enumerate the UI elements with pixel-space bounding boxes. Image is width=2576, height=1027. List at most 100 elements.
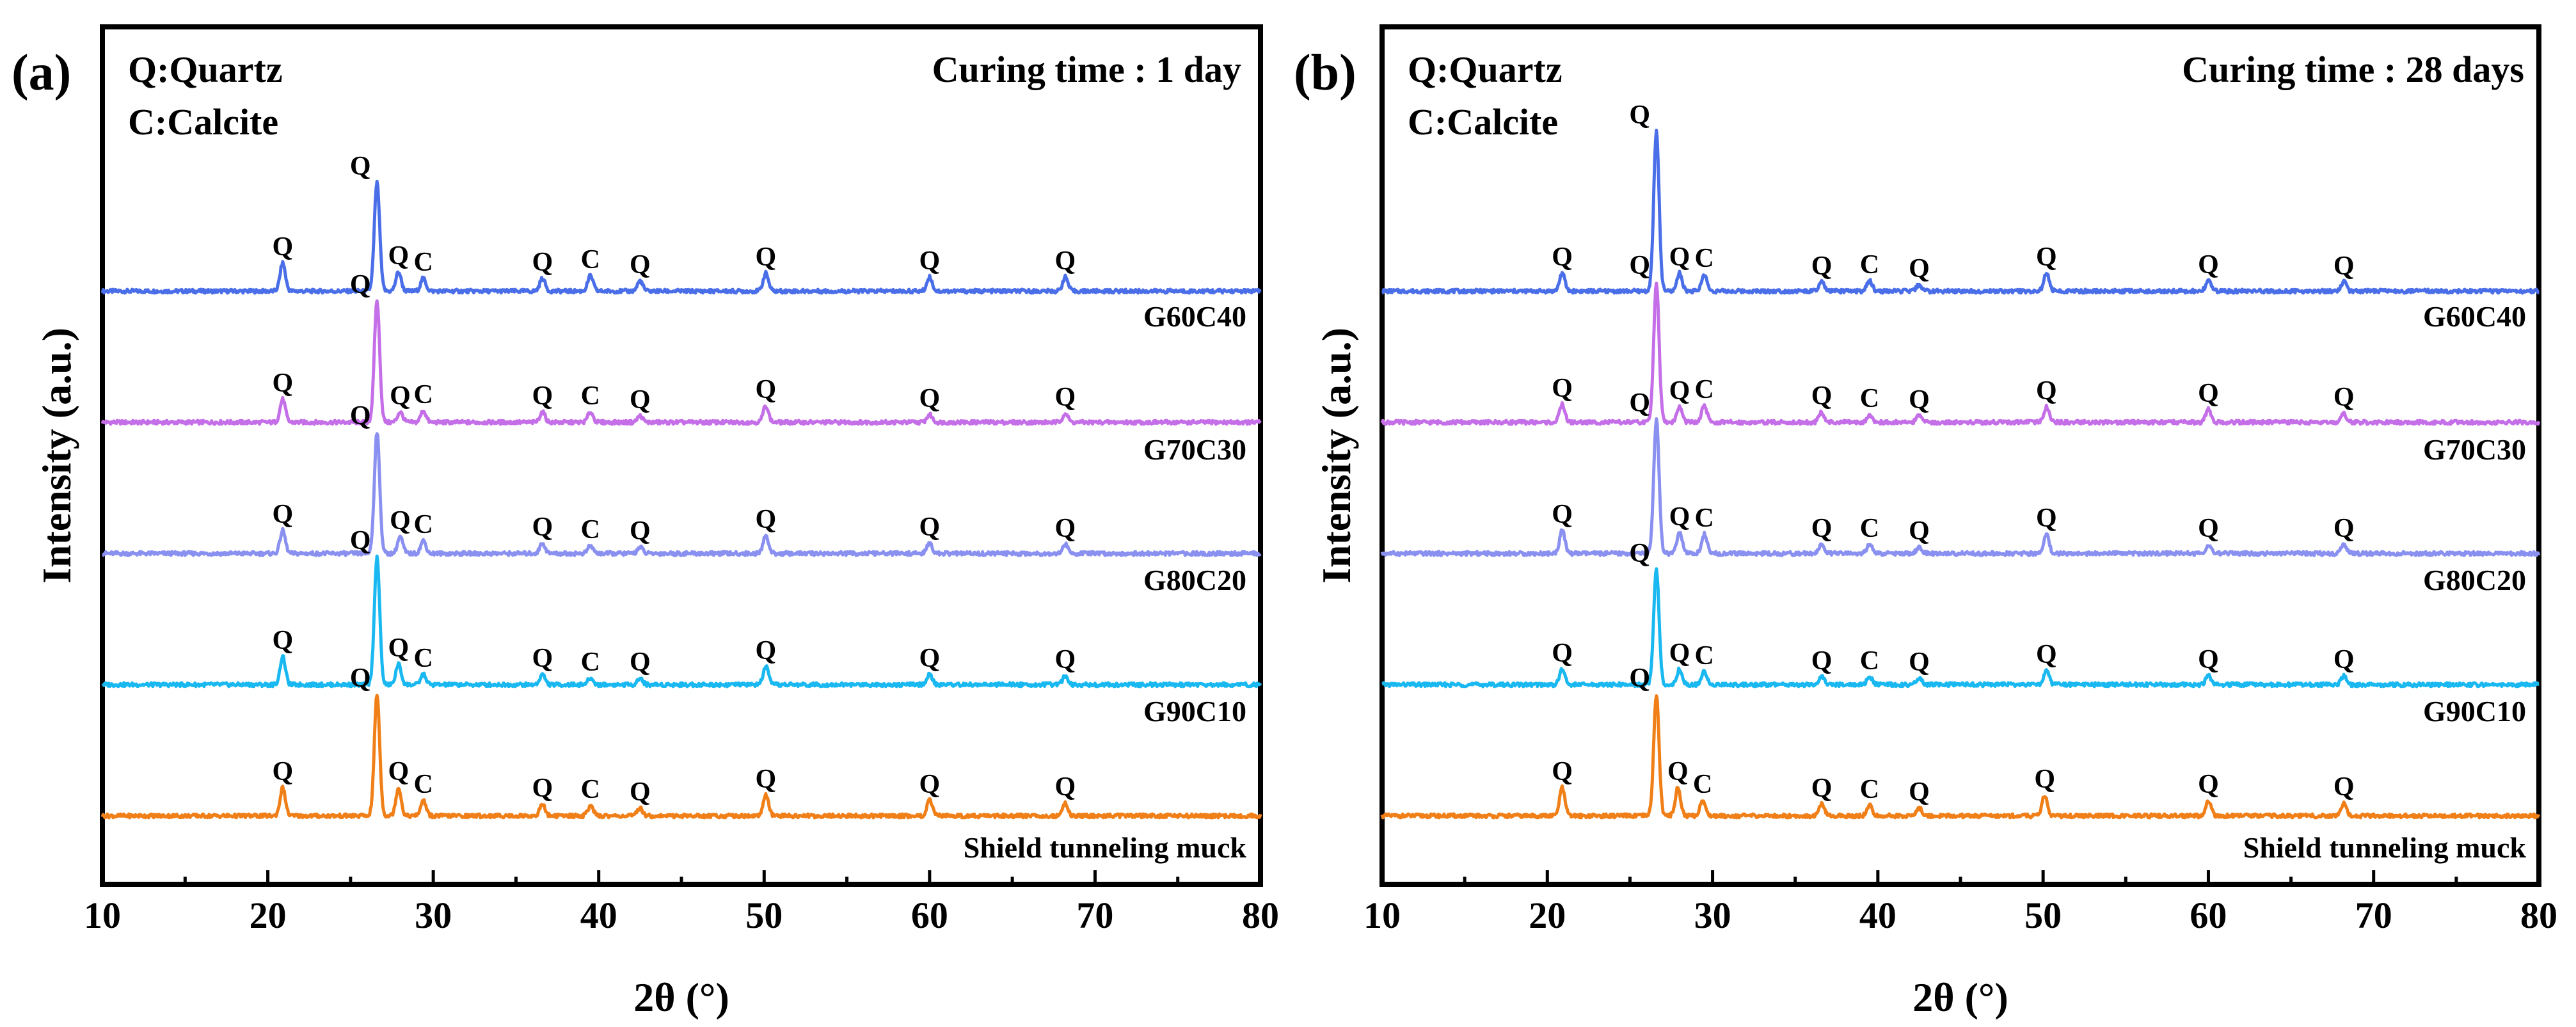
panel-a-peak-label: Q <box>350 401 371 431</box>
panel-b-x-tick-label-60: 60 <box>2190 895 2227 936</box>
panel-a-peak-label: Q <box>350 152 371 181</box>
panel-b-peak-label: Q <box>1811 774 1833 803</box>
panel-b-peak-label: C <box>1694 375 1713 404</box>
panel-a-series-label-g90c10: G90C10 <box>1143 695 1246 728</box>
panel-b-series-label-g90c10: G90C10 <box>2423 695 2526 728</box>
panel-a-peak-label: Q <box>630 648 651 677</box>
panel-b-series-label-g70c30: G70C30 <box>2423 433 2526 466</box>
panel-a-peak-label: Q <box>919 770 941 799</box>
panel-b-peak-label: Q <box>2198 770 2219 799</box>
panel-b-peak-label: Q <box>1629 251 1650 280</box>
panel-a-x-tick-label-60: 60 <box>911 895 948 936</box>
panel-a-trace-g90c10 <box>101 554 1262 689</box>
panel-b-peak-label: Q <box>1552 374 1573 403</box>
panel-b-series-label-g80c20: G80C20 <box>2423 564 2526 596</box>
panel-b-peak-label: Q <box>2334 383 2355 412</box>
panel-b-peak-label: Q <box>1552 243 1573 272</box>
panel-b-peak-label: Q <box>1629 539 1650 568</box>
panel-b-trace-shield-tunneling-muck <box>1380 694 2541 820</box>
panel-a-trace-g70c30 <box>100 299 1262 426</box>
panel-a-peak-label: Q <box>388 757 409 786</box>
panel-a-x-tick-label-20: 20 <box>250 895 287 936</box>
panel-a-peak-label: Q <box>532 248 553 277</box>
panel-a-peak-label: Q <box>388 633 409 663</box>
panel-a-curing-time: Curing time : 1 day <box>932 49 1241 90</box>
panel-b-x-axis-label: 2θ (°) <box>1912 975 2008 1020</box>
panel-a-peak-label: C <box>413 770 433 799</box>
panel-a-peak-label: Q <box>630 250 651 280</box>
panel-b-peak-label: Q <box>2036 243 2057 272</box>
panel-a-x-tick-label-40: 40 <box>580 895 617 936</box>
panel-a-peak-label: Q <box>756 505 777 534</box>
panel-a-peak-label: Q <box>350 270 371 299</box>
panel-b-peak-label: Q <box>1629 664 1650 693</box>
panel-a-series-label-g60c40: G60C40 <box>1143 300 1246 333</box>
panel-a-x-axis-label: 2θ (°) <box>633 975 729 1020</box>
panel-a-peak-label: Q <box>756 765 777 794</box>
panel-b-x-tick-label-70: 70 <box>2355 895 2392 936</box>
panel-b-peak-label: Q <box>1629 388 1650 418</box>
panel-b-frame <box>1379 24 2541 887</box>
panel-a-label: (a) <box>12 45 71 101</box>
panel-b-y-axis-label: Intensity (a.u.) <box>1314 328 1359 584</box>
panel-b-trace-g60c40 <box>1381 129 2540 295</box>
panel-a-peak-label: Q <box>390 381 411 411</box>
panel-b-peak-label: Q <box>1811 646 1833 676</box>
panel-a-x-tick-label-50: 50 <box>745 895 783 936</box>
panel-b-peak-label: C <box>1693 770 1712 799</box>
panel-a-peak-label: Q <box>630 516 651 546</box>
panel-a-peak-label: Q <box>756 375 777 404</box>
panel-b-peak-label: C <box>1694 641 1713 671</box>
panel-b: (b) Q:Quartz C:Calcite Curing time : 28 … <box>1294 24 2557 1020</box>
panel-a-peak-label: C <box>581 648 600 677</box>
panel-a-peak-label: C <box>581 245 600 275</box>
panel-a-peak-label: Q <box>273 232 294 262</box>
panel-b-x-tick-label-50: 50 <box>2024 895 2062 936</box>
panel-a-x-tick-label-10: 10 <box>84 895 121 936</box>
panel-a-peak-label: Q <box>388 241 409 271</box>
panel-b-x-tick-label-10: 10 <box>1364 895 1401 936</box>
panel-b-peak-label: Q <box>2334 772 2355 802</box>
panel-a-series-label-g70c30: G70C30 <box>1143 433 1246 466</box>
panel-a-peak-label: Q <box>919 644 941 673</box>
panel-a-peak-label: Q <box>1055 772 1076 802</box>
panel-a-peak-label: Q <box>390 506 411 536</box>
panel-b-peak-label: C <box>1860 775 1879 804</box>
panel-a: (a) Q:Quartz C:Calcite Curing time : 1 d… <box>12 24 1279 1020</box>
panel-b-legend-quartz: Q:Quartz <box>1408 49 1562 90</box>
panel-b-curing-time: Curing time : 28 days <box>2182 49 2524 90</box>
panel-b-peak-label: Q <box>1909 254 1930 283</box>
panel-a-peak-label: Q <box>273 369 294 398</box>
panel-a-peak-label: Q <box>1055 645 1076 674</box>
panel-a-x-ticks: 10 20 30 40 50 60 70 80 <box>84 870 1279 936</box>
panel-b-peak-label: Q <box>1669 639 1690 668</box>
panel-a-peak-label: Q <box>273 500 294 529</box>
panel-b-trace-g70c30 <box>1380 282 2541 426</box>
panel-a-peak-label: Q <box>350 664 371 693</box>
panel-b-x-tick-label-80: 80 <box>2520 895 2557 936</box>
panel-b-trace-g90c10 <box>1381 567 2540 689</box>
panel-b-peak-label: Q <box>2198 514 2219 543</box>
panel-a-x-tick-label-80: 80 <box>1242 895 1279 936</box>
panel-a-peak-label: Q <box>919 384 941 413</box>
panel-b-peak-label: Q <box>1811 381 1833 411</box>
panel-b-peak-label: C <box>1694 244 1713 273</box>
panel-b-peak-label: Q <box>1669 243 1690 272</box>
panel-a-peak-label: Q <box>532 774 553 803</box>
panel-a-legend-calcite: C:Calcite <box>128 101 278 143</box>
panel-b-peak-label: Q <box>2198 645 2219 674</box>
panel-a-peak-label: Q <box>1055 514 1076 543</box>
panel-b-label: (b) <box>1294 45 1356 101</box>
panel-b-peak-label: Q <box>1552 500 1573 529</box>
panel-a-x-tick-label-70: 70 <box>1076 895 1113 936</box>
panel-b-peak-label: C <box>1694 504 1713 533</box>
panel-b-peak-label: Q <box>1552 757 1573 786</box>
panel-b-peak-label: Q <box>1811 514 1833 543</box>
panel-a-peak-label: C <box>581 775 600 804</box>
panel-b-peak-label: Q <box>2036 640 2057 669</box>
panel-b-peak-label: Q <box>1909 777 1930 807</box>
panel-a-peak-label: C <box>413 510 433 539</box>
panel-a-x-tick-label-30: 30 <box>415 895 452 936</box>
